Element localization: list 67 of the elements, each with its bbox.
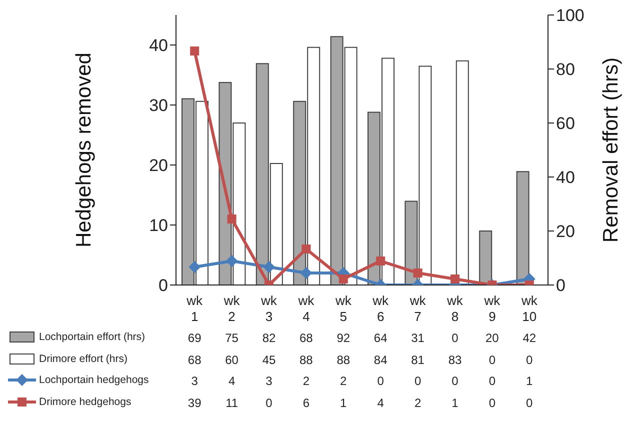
y-tick-label: 40 [149,36,168,56]
data-label: 0 [525,352,534,366]
data-label: 82 [261,331,277,345]
data-label: 0 [525,396,534,410]
y-tick-label: 30 [149,96,168,116]
legend-label: Lochportain hedgehogs [39,374,149,386]
data-label: 4 [227,374,236,388]
data-label: 4 [376,396,385,410]
legend-label: Lochportain effort (hrs) [39,331,146,343]
data-label: 0 [488,374,497,388]
x-tick-label: wk 1 [186,293,204,324]
data-label: 1 [525,374,534,388]
data-label: 0 [488,396,497,410]
data-label: 0 [376,374,385,388]
data-label: 83 [447,352,463,366]
data-label: 2 [302,374,311,388]
data-label: 20 [484,331,500,345]
legend-label: Drimore effort (hrs) [39,352,128,364]
x-tick-label: wk 2 [222,293,240,324]
data-label: 84 [372,352,388,366]
data-label: 0 [413,374,422,388]
data-label: 42 [522,331,538,345]
data-label: 64 [372,331,388,345]
data-label: 1 [450,396,460,410]
data-label: 0 [450,331,460,345]
legend-label: Drimore hedgehogs [39,396,132,408]
y-tick-label: 0 [158,276,168,296]
y2-tick-label: 80 [556,60,575,80]
data-label: 0 [264,396,274,410]
data-label: 2 [413,396,422,410]
data-label: 88 [298,352,314,366]
data-label: 69 [186,331,202,345]
y-tick-label: 20 [149,156,168,176]
y2-tick-label: 0 [556,276,566,296]
data-label: 0 [450,374,460,388]
data-label: 31 [410,331,426,345]
x-tick-label: wk 5 [334,293,352,324]
data-label: 60 [224,352,240,366]
x-tick-label: wk 9 [483,293,501,324]
y2-axis-title: Removal effort (hrs) [599,57,622,243]
data-label: 92 [336,331,352,345]
data-label: 39 [186,396,202,410]
y2-tick-label: 20 [556,222,575,242]
data-label: 88 [336,352,352,366]
y2-tick-label: 60 [556,114,575,134]
data-label: 68 [298,331,314,345]
data-label: 75 [224,331,240,345]
data-label: 3 [264,374,274,388]
y2-tick-label: 100 [556,6,584,26]
x-tick-label: wk 4 [297,293,315,324]
y-tick-label: 10 [149,216,168,236]
data-label: 2 [339,374,348,388]
data-label: 1 [339,396,348,410]
data-label: 3 [190,374,199,388]
data-label: 81 [410,352,426,366]
data-label: 68 [186,352,202,366]
x-tick-label: wk 3 [260,293,278,324]
y2-tick-label: 40 [556,168,575,188]
data-label: 45 [261,352,277,366]
y-axis-title: Hedgehogs removed [72,52,96,248]
x-tick-label: wk 6 [372,293,390,324]
x-tick-label: wk 10 [520,293,538,324]
data-label: 11 [224,396,240,410]
data-label: 0 [488,352,497,366]
x-tick-label: wk 8 [446,293,464,324]
x-tick-label: wk 7 [408,293,426,324]
data-label: 6 [302,396,311,410]
